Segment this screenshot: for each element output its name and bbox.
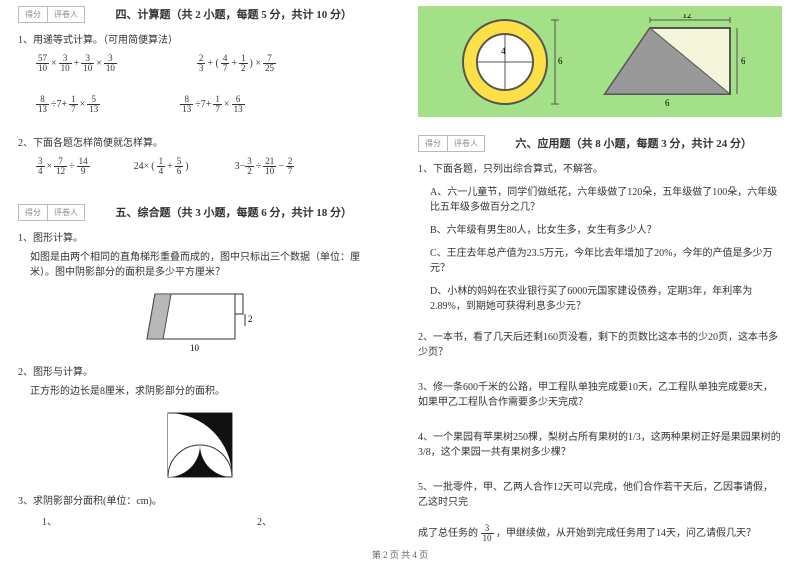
expr-2b: 813÷7+17×613: [180, 95, 244, 114]
score-label: 得分: [19, 7, 48, 22]
section5-title: 五、综合题（共 3 小题，每题 6 分，共计 18 分）: [116, 204, 353, 220]
q5-1-body: 如图是由两个相同的直角梯形重叠而成的，图中只标出三个数据（单位：厘米）。图中阴影…: [30, 250, 382, 280]
rater-label: 评卷人: [48, 7, 84, 22]
trapezoid-figure: 2 10: [18, 286, 382, 359]
q5-2-body: 正方形的边长是8厘米，求阴影部分的面积。: [30, 384, 382, 399]
inner-d-label: 4: [501, 46, 506, 56]
width-label: 10: [190, 343, 200, 353]
page-footer: 第 2 页 共 4 页: [0, 548, 800, 561]
figures-panel: 4 6 12 6 6: [418, 6, 782, 117]
q6-1: 1、下面各题，只列出综合算式，不解答。: [418, 162, 782, 177]
scorebox-4: 得分 评卷人: [18, 6, 85, 23]
q6-1d: D、小林的妈妈在农业银行买了6000元国家建设债券，定期3年，年利率为2.89%…: [430, 284, 782, 314]
score-label: 得分: [419, 136, 448, 151]
q5-3-sublist: 1、 2、: [42, 513, 382, 528]
expr-3c: 3−32÷2110−27: [235, 157, 295, 176]
q5-3: 3、求阴影部分面积(单位：cm)。: [18, 494, 382, 509]
expr-row-2: 813÷7+17×513 813÷7+17×613: [36, 95, 382, 114]
q6-1a: A、六一儿童节，同学们做纸花，六年级做了120朵，五年级做了100朵，六年级比五…: [430, 185, 782, 215]
expr-3a: 34×712÷149: [36, 157, 90, 176]
q5-2: 2、图形与计算。: [18, 365, 382, 380]
q6-3: 3、修一条600千米的公路，甲工程队单独完成要10天，乙工程队单独完成要8天，如…: [418, 380, 782, 410]
square-svg: [160, 405, 240, 485]
q5-1: 1、图形计算。: [18, 231, 382, 246]
expr-row-3: 34×712÷149 24×(14+56) 3−32÷2110−27: [36, 157, 382, 176]
rater-label: 评卷人: [448, 136, 484, 151]
section4-header: 得分 评卷人 四、计算题（共 2 小题，每题 5 分，共计 10 分）: [18, 6, 382, 27]
bottom-w-label: 6: [665, 98, 670, 108]
gap-label: 2: [248, 314, 253, 324]
expr-1b: 23+ (47+12) ×725: [197, 54, 276, 73]
q6-5a: 5、一批零件，甲、乙两人合作12天可以完成，他们合作若干天后，乙因事请假，乙这时…: [418, 480, 782, 510]
q6-5b: 成了总任务的 310 ，甲继续做，从开始到完成任务用了14天，问乙请假几天？: [418, 524, 782, 543]
section6-title: 六、应用题（共 8 小题，每题 3 分，共计 24 分）: [516, 135, 753, 151]
section5-header: 得分 评卷人 五、综合题（共 3 小题，每题 6 分，共计 18 分）: [18, 204, 382, 225]
q4-2: 2、下面各题怎样简便就怎样算。: [18, 136, 382, 151]
q6-5b-pre: 成了总任务的: [418, 528, 478, 539]
ring-figure: 4 6: [455, 14, 565, 109]
scorebox-5: 得分 评卷人: [18, 204, 85, 221]
q4-1: 1、用递等式计算。（可用简便算法）: [18, 33, 382, 48]
section6-header: 得分 评卷人 六、应用题（共 8 小题，每题 3 分，共计 24 分）: [418, 135, 782, 156]
square-figure: [18, 405, 382, 488]
expr-row-1: 5710×310+310×310 23+ (47+12) ×725: [36, 54, 382, 73]
q6-2: 2、一本书，看了几天后还剩160页没看，剩下的页数比这本书的少20页，这本书多少…: [418, 330, 782, 360]
expr-1a: 5710×310+310×310: [36, 54, 117, 73]
q6-1b: B、六年级有男生80人，比女生多，女生有多少人？: [430, 223, 782, 238]
trap-figure: 12 6 6: [595, 14, 745, 109]
outer-d-label: 6: [558, 56, 563, 66]
expr-2a: 813÷7+17×513: [36, 95, 100, 114]
q6-5b-frac: 310: [481, 524, 494, 543]
rater-label: 评卷人: [48, 205, 84, 220]
q6-4: 4、一个果园有苹果树250棵，梨树占所有果树的1/3，这两种果树正好是果园果树的…: [418, 430, 782, 460]
score-label: 得分: [19, 205, 48, 220]
sub-2: 2、: [257, 513, 272, 528]
section4-title: 四、计算题（共 2 小题，每题 5 分，共计 10 分）: [116, 6, 353, 22]
q6-1c: C、王庄去年总产值为23.5万元，今年比去年增加了20%，今年的产值是多少万元？: [430, 246, 782, 276]
expr-3b: 24×(14+56): [134, 157, 191, 176]
top-w-label: 12: [683, 14, 692, 20]
height-label: 6: [741, 56, 745, 66]
scorebox-6: 得分 评卷人: [418, 135, 485, 152]
sub-1: 1、: [42, 513, 57, 528]
trapezoid-svg: 2 10: [135, 286, 265, 356]
q6-5b-post: ，甲继续做，从开始到完成任务用了14天，问乙请假几天？: [496, 528, 756, 539]
